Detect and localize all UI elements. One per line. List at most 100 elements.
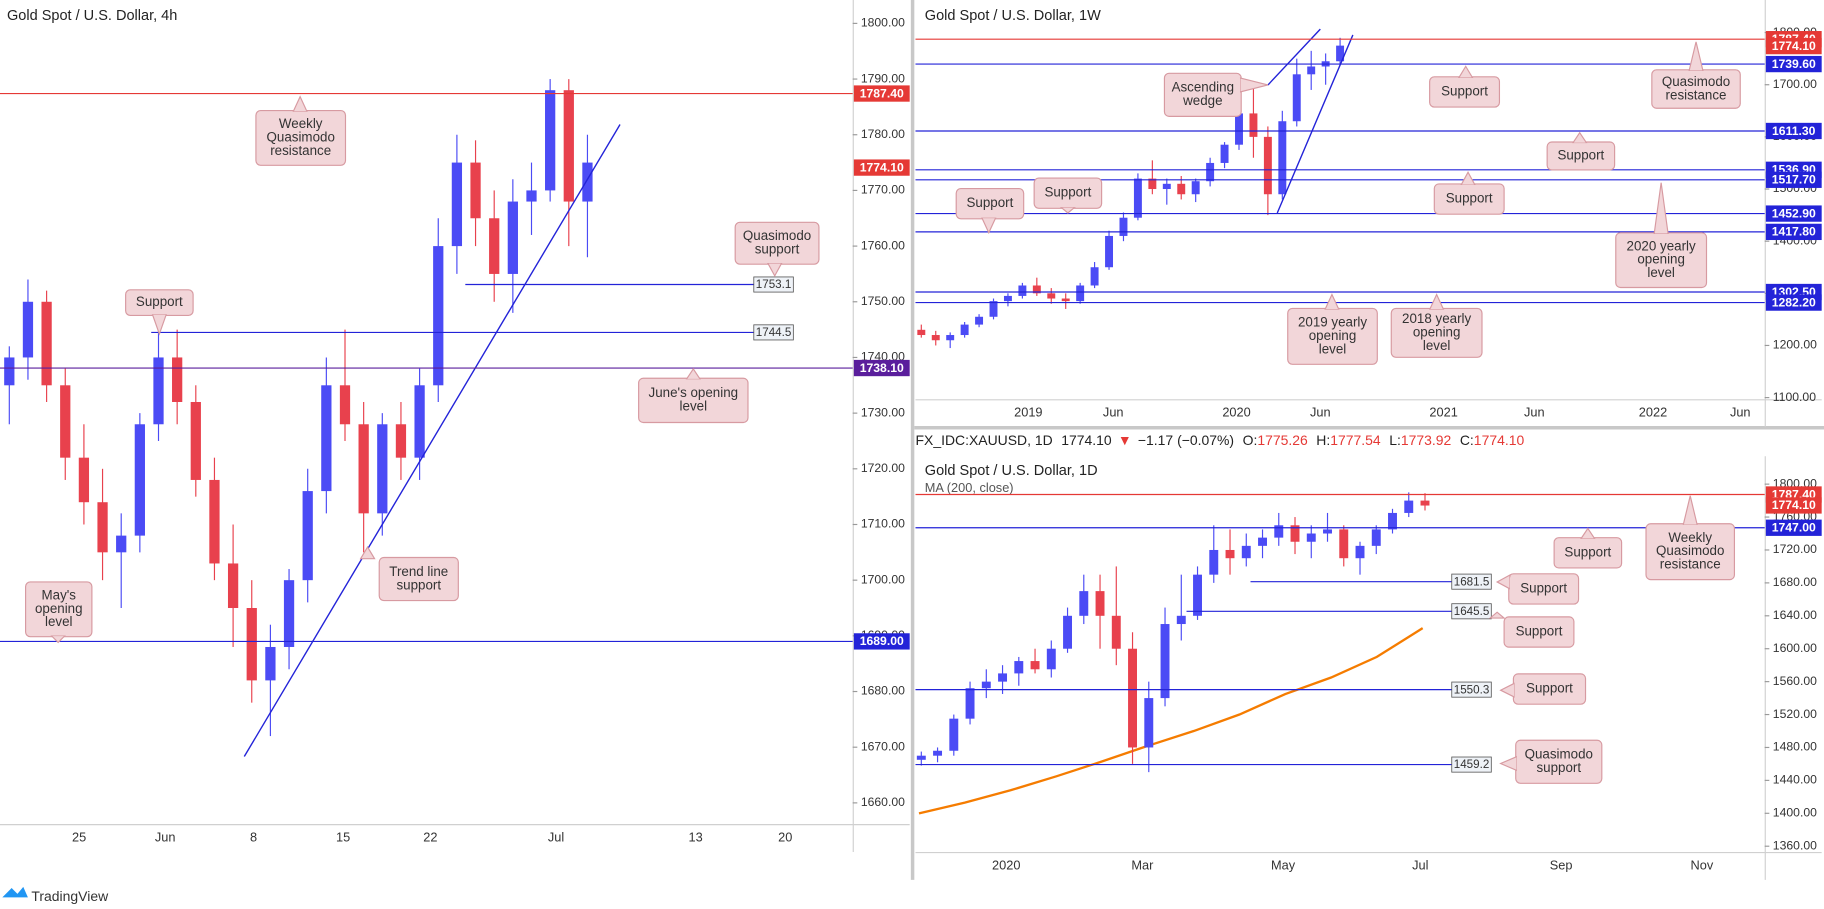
chart-title: Gold Spot / U.S. Dollar, 4h — [7, 8, 177, 24]
price-badge-label: 1774.10 — [1772, 39, 1816, 53]
ohlc-label: C: — [1460, 432, 1474, 448]
x-tick-label: 2022 — [1639, 405, 1667, 420]
ma-label: MA (200, close) — [925, 480, 1014, 495]
callout-text: 2018 yearly — [1402, 311, 1471, 326]
candle-body — [1030, 661, 1040, 670]
candle-body — [975, 316, 984, 325]
candle-body — [433, 246, 444, 386]
callout-text: Weekly — [1668, 530, 1712, 545]
price-badge-label: 1739.60 — [1772, 57, 1816, 71]
y-tick-label: 1360.00 — [1773, 838, 1817, 852]
candle-body — [917, 329, 926, 336]
callout-seam — [1035, 179, 1101, 208]
ohlc-value: 1774.10 — [1474, 432, 1525, 448]
callout-text: Quasimodo — [743, 228, 811, 243]
callout-text: level — [1319, 341, 1347, 356]
candle-body — [1241, 545, 1251, 559]
callout-seam — [639, 379, 747, 422]
callout-seam — [257, 111, 345, 165]
callout-text: Support — [1044, 185, 1091, 200]
candle-body — [1148, 178, 1157, 190]
candle-body — [1258, 537, 1267, 546]
x-tick-label: Jul — [548, 829, 564, 844]
candle-body — [265, 646, 276, 681]
change-arrow: ▼ — [1118, 432, 1132, 448]
candle-body — [1235, 113, 1243, 145]
callout-seam — [1288, 309, 1377, 364]
callout-seam — [380, 558, 458, 600]
candle-body — [1420, 500, 1430, 506]
x-tick-label: Jun — [1524, 405, 1545, 420]
callout-text: support — [755, 241, 800, 256]
price-badge-label: 1282.20 — [1772, 295, 1816, 309]
candle-body — [582, 162, 593, 202]
price-badge — [1765, 497, 1822, 514]
candle-body — [4, 357, 15, 386]
price-badge — [1765, 294, 1822, 311]
candle-body — [1292, 74, 1301, 122]
callout-pointer — [1682, 495, 1698, 526]
inline-badge-label: 1459.2 — [1454, 758, 1490, 771]
callout-text: opening — [1637, 252, 1685, 267]
callout-text: Support — [1516, 624, 1563, 639]
candle-body — [507, 201, 518, 274]
price-badge — [1765, 223, 1822, 241]
candle-body — [153, 357, 164, 425]
callout-text: Weekly — [279, 116, 323, 131]
callout-text: resistance — [1666, 87, 1727, 102]
y-tick-label: 1560.00 — [1773, 674, 1817, 688]
candle-body — [526, 190, 537, 202]
x-tick-label: Jun — [1310, 405, 1331, 420]
price-badge — [1765, 37, 1822, 55]
callout-text: Support — [1557, 147, 1604, 162]
callout-text: level — [1423, 338, 1451, 353]
callout-pointer — [1688, 41, 1704, 72]
callout-text: Quasimodo — [1656, 543, 1724, 558]
callout-text: Trend line — [389, 564, 448, 579]
x-tick-label: 13 — [689, 829, 703, 844]
x-tick-label: 2020 — [992, 857, 1020, 872]
candle-body — [1128, 648, 1138, 748]
y-tick-label: 1720.00 — [861, 461, 905, 475]
callout-text: opening — [1413, 324, 1461, 339]
brand: TradingView — [31, 888, 109, 904]
candle-body — [1209, 549, 1219, 575]
x-tick-label: 22 — [423, 829, 437, 844]
candle-body — [1090, 267, 1099, 286]
candle-body — [563, 90, 574, 202]
callout-seam — [957, 189, 1023, 218]
price-badge — [1765, 519, 1822, 536]
price-badge-label: 1611.30 — [1772, 124, 1816, 138]
callout-seam — [1430, 77, 1499, 106]
callout-text: resistance — [270, 143, 331, 158]
ma-line — [918, 627, 1424, 815]
y-tick-label: 1520.00 — [1773, 707, 1817, 721]
candle-body — [1018, 285, 1027, 296]
quote-bar: FX_IDC:XAUUSD, 1D 1774.10 ▼ −1.17 (−0.07… — [915, 432, 1524, 448]
inline-badge — [753, 324, 794, 341]
candle-body — [1290, 525, 1300, 542]
candle-body — [916, 755, 926, 760]
inline-badge-label: 1645.5 — [1454, 605, 1490, 618]
candle-body — [1061, 298, 1070, 302]
callout-seam — [1616, 233, 1706, 287]
price-badge-label: 1787.40 — [860, 86, 904, 100]
candle-body — [116, 535, 127, 553]
candle-body — [22, 301, 34, 358]
y-tick-label: 1750.00 — [861, 294, 905, 308]
y-tick-label: 1800.00 — [861, 16, 905, 30]
candle-body — [545, 90, 556, 191]
inline-badge — [1451, 573, 1492, 590]
callout-text: Ascending — [1172, 80, 1234, 95]
price-badge — [1765, 122, 1822, 140]
candle-body — [283, 580, 295, 647]
candle-body — [1323, 529, 1332, 534]
callout-text: resistance — [1660, 557, 1721, 572]
candle-body — [1014, 661, 1024, 674]
candle-body — [1225, 549, 1235, 559]
candle-body — [1047, 293, 1056, 299]
y-tick-label: 1640.00 — [1773, 608, 1817, 622]
candle-body — [41, 301, 52, 386]
